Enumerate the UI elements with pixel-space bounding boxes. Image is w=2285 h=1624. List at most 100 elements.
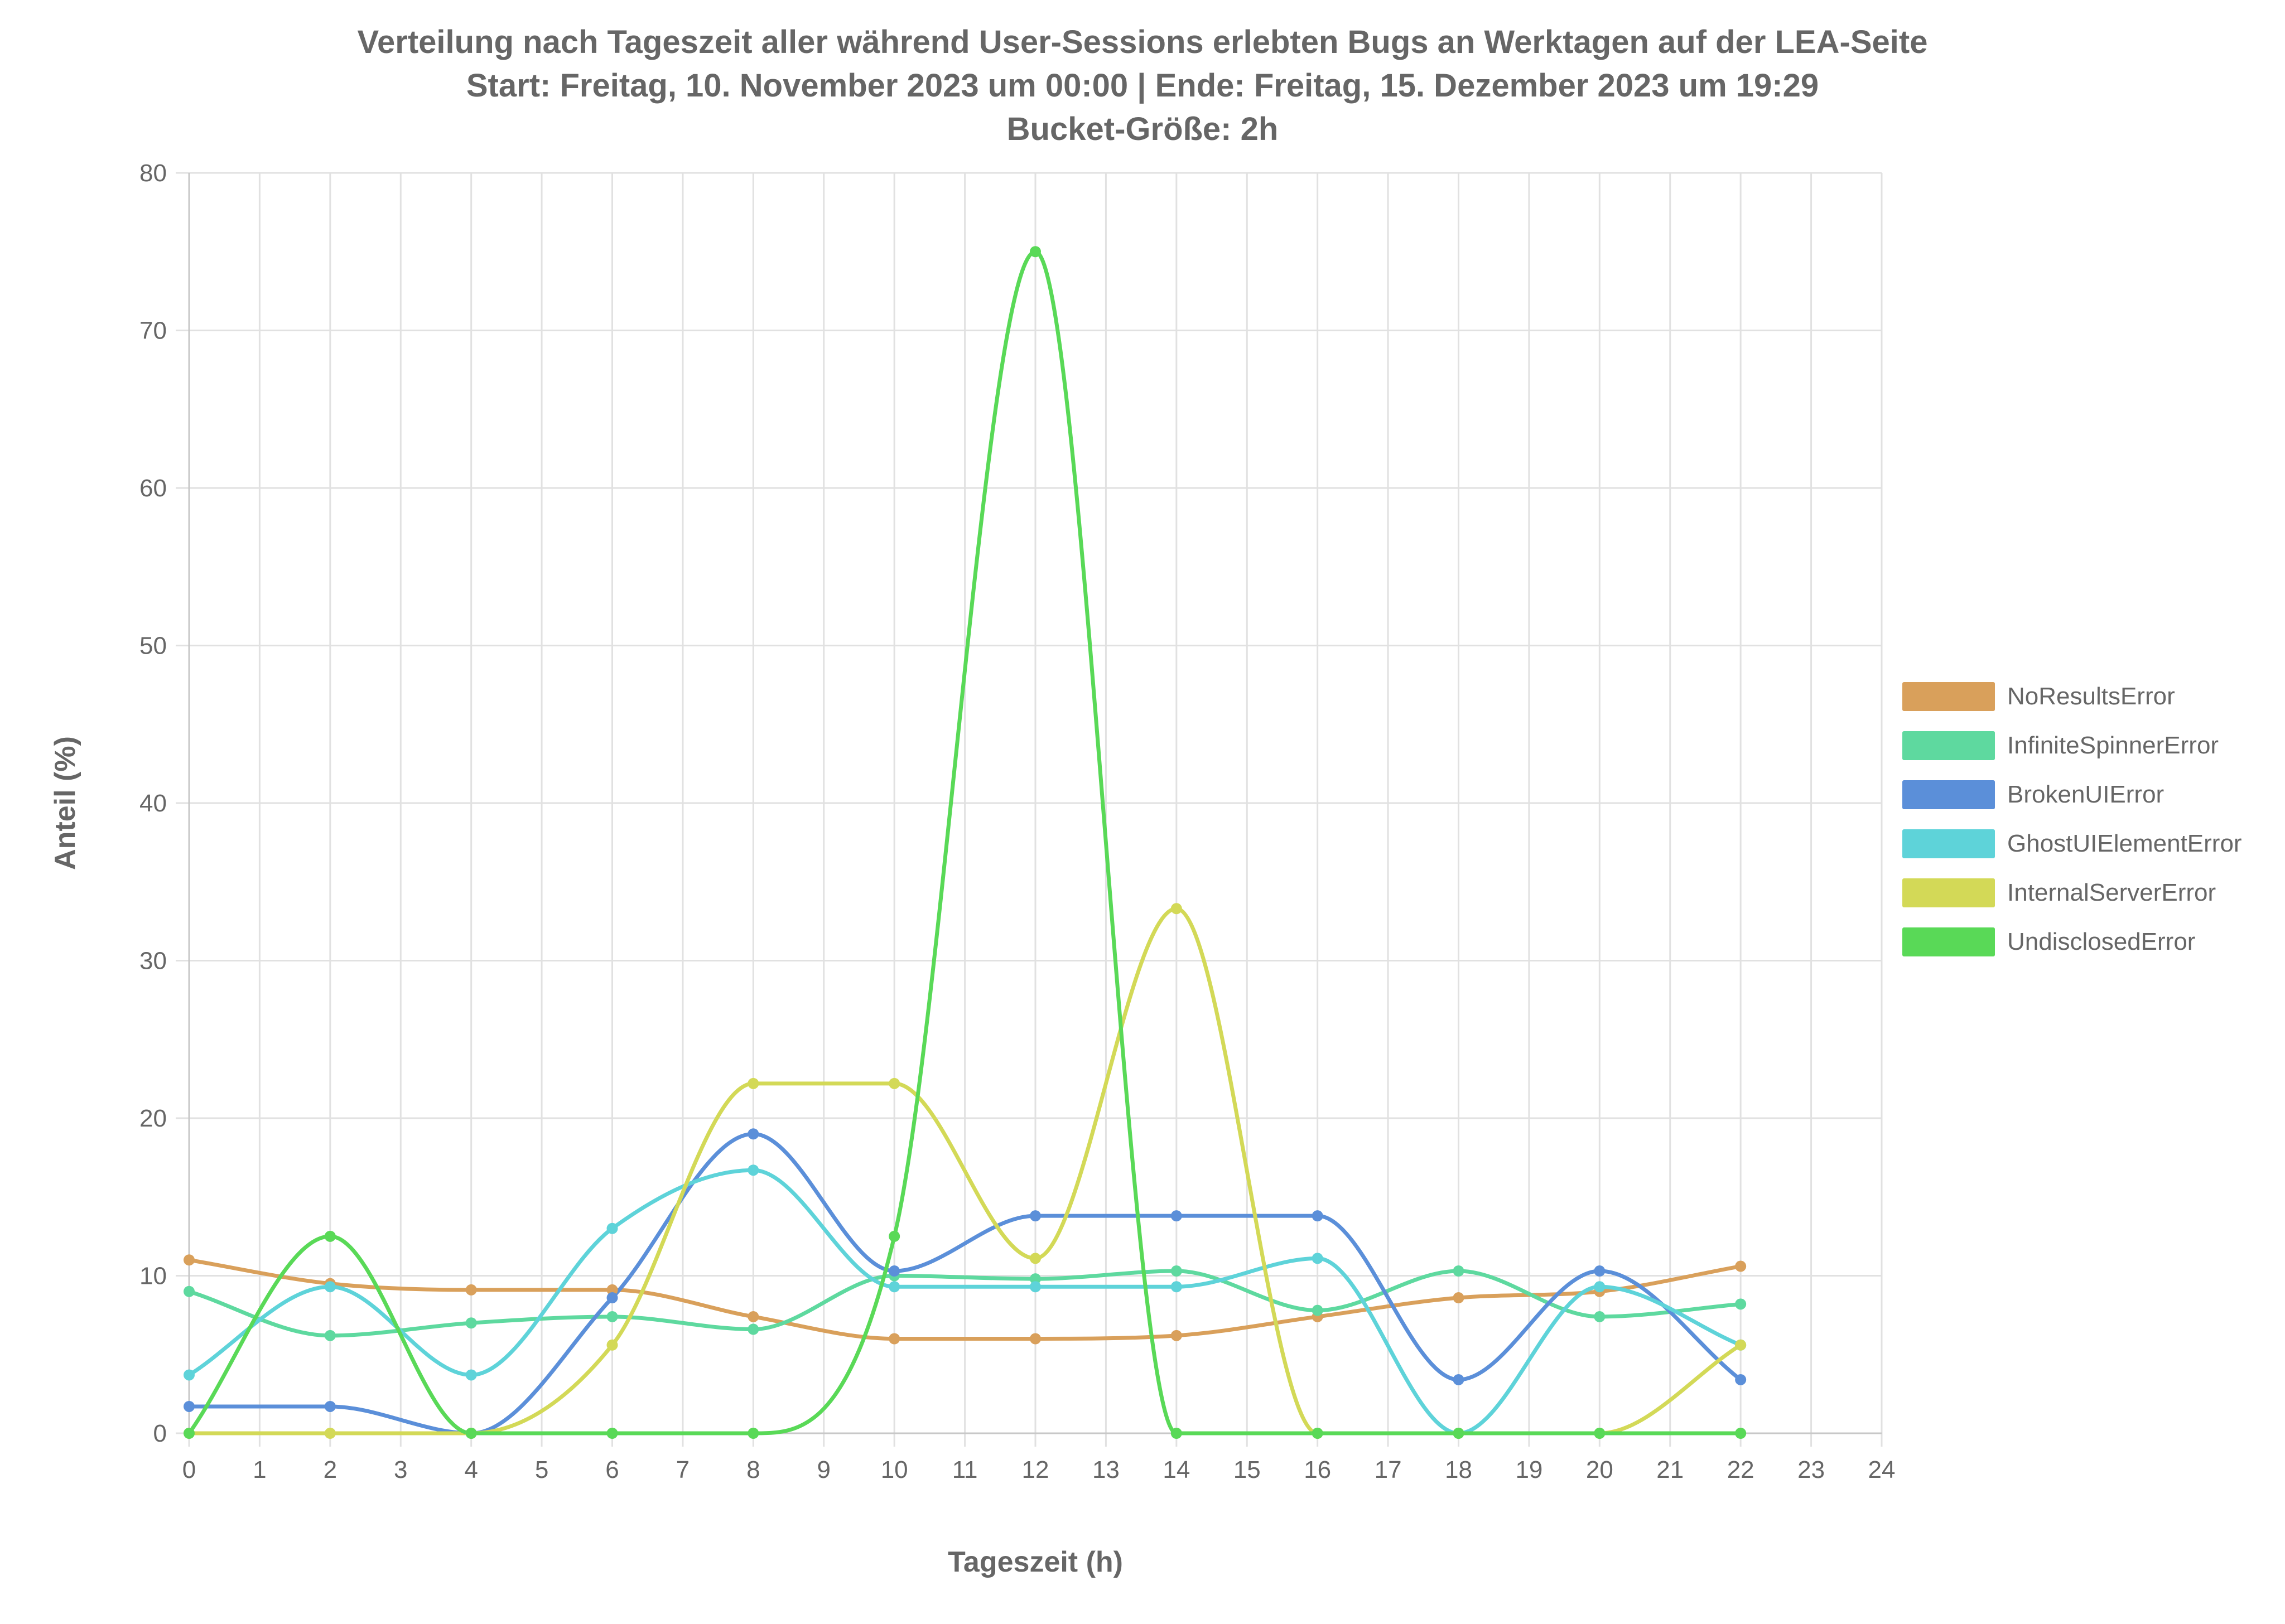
data-point-NoResultsError[interactable] (606, 1284, 618, 1296)
data-point-InternalServerError[interactable] (748, 1077, 759, 1089)
data-point-InfiniteSpinnerError[interactable] (184, 1285, 195, 1297)
data-point-NoResultsError[interactable] (1170, 1330, 1182, 1341)
data-point-GhostUIElementError[interactable] (748, 1164, 759, 1176)
data-point-GhostUIElementError[interactable] (1170, 1281, 1182, 1293)
data-point-InfiniteSpinnerError[interactable] (1170, 1265, 1182, 1277)
data-point-NoResultsError[interactable] (184, 1254, 195, 1266)
data-point-InfiniteSpinnerError[interactable] (465, 1317, 477, 1329)
data-point-UndisclosedError[interactable] (1170, 1428, 1182, 1439)
legend-item-NoResultsError[interactable]: NoResultsError (1902, 672, 2242, 721)
x-tick-label: 3 (394, 1456, 407, 1483)
legend-item-UndisclosedError[interactable]: UndisclosedError (1902, 917, 2242, 966)
legend-item-InternalServerError[interactable]: InternalServerError (1902, 868, 2242, 917)
data-point-UndisclosedError[interactable] (889, 1230, 900, 1242)
data-point-BrokenUIError[interactable] (184, 1400, 195, 1412)
data-point-BrokenUIError[interactable] (324, 1400, 336, 1412)
data-point-InternalServerError[interactable] (1170, 903, 1182, 915)
data-point-InternalServerError[interactable] (606, 1339, 618, 1351)
data-point-UndisclosedError[interactable] (1312, 1428, 1323, 1439)
data-point-UndisclosedError[interactable] (748, 1428, 759, 1439)
data-point-InfiniteSpinnerError[interactable] (324, 1330, 336, 1341)
y-axis-title: Anteil (%) (49, 736, 81, 870)
data-point-BrokenUIError[interactable] (1312, 1210, 1323, 1222)
data-point-InfiniteSpinnerError[interactable] (1453, 1265, 1464, 1277)
data-point-GhostUIElementError[interactable] (889, 1281, 900, 1293)
legend-swatch (1902, 878, 1995, 907)
data-point-BrokenUIError[interactable] (748, 1128, 759, 1140)
data-point-InternalServerError[interactable] (1735, 1339, 1747, 1351)
series-line-UndisclosedError (187, 249, 1743, 1436)
data-point-NoResultsError[interactable] (889, 1333, 900, 1345)
data-point-GhostUIElementError[interactable] (184, 1369, 195, 1381)
data-point-InfiniteSpinnerError[interactable] (606, 1311, 618, 1322)
data-point-InfiniteSpinnerError[interactable] (1594, 1311, 1606, 1322)
data-point-NoResultsError[interactable] (465, 1284, 477, 1296)
data-point-InternalServerError[interactable] (889, 1077, 900, 1089)
x-tick-label: 24 (1868, 1456, 1896, 1483)
y-tick-label: 80 (139, 160, 167, 187)
legend-label: UndisclosedError (2007, 928, 2196, 955)
data-point-InfiniteSpinnerError[interactable] (1312, 1304, 1323, 1316)
data-point-GhostUIElementError[interactable] (1312, 1253, 1323, 1264)
x-tick-label: 18 (1445, 1456, 1472, 1483)
chart-subtitle-range: Start: Freitag, 10. November 2023 um 00:… (466, 67, 1819, 104)
data-point-BrokenUIError[interactable] (1735, 1374, 1747, 1385)
y-tick-label: 50 (139, 632, 167, 660)
y-tick-label: 20 (139, 1105, 167, 1132)
data-point-NoResultsError[interactable] (748, 1311, 759, 1322)
x-tick-label: 4 (464, 1456, 478, 1483)
legend-swatch (1902, 927, 1995, 956)
data-point-InternalServerError[interactable] (324, 1428, 336, 1439)
data-point-GhostUIElementError[interactable] (465, 1369, 477, 1381)
y-tick-label: 30 (139, 948, 167, 975)
data-point-UndisclosedError[interactable] (1735, 1428, 1747, 1439)
x-tick-label: 22 (1727, 1456, 1754, 1483)
data-point-BrokenUIError[interactable] (1594, 1265, 1606, 1277)
x-tick-label: 5 (535, 1456, 548, 1483)
x-tick-label: 17 (1375, 1456, 1402, 1483)
data-point-BrokenUIError[interactable] (889, 1265, 900, 1277)
data-point-InfiniteSpinnerError[interactable] (748, 1323, 759, 1335)
data-point-InfiniteSpinnerError[interactable] (1030, 1273, 1041, 1285)
series-line-NoResultsError (187, 1258, 1743, 1341)
series-line-GhostUIElementError (187, 1168, 1743, 1436)
data-point-GhostUIElementError[interactable] (1594, 1281, 1606, 1293)
data-point-BrokenUIError[interactable] (1170, 1210, 1182, 1222)
legend-swatch (1902, 731, 1995, 760)
axes: 0 1 2 3 4 5 6 7 8 9 10 11 12 13 14 15 16 17 18 19 20 21 22 23 24… (139, 160, 1895, 1483)
data-point-UndisclosedError[interactable] (606, 1428, 618, 1439)
x-tick-label: 6 (605, 1456, 619, 1483)
data-point-GhostUIElementError[interactable] (1030, 1281, 1041, 1293)
x-tick-label: 1 (253, 1456, 266, 1483)
data-point-BrokenUIError[interactable] (606, 1292, 618, 1304)
data-point-UndisclosedError[interactable] (184, 1428, 195, 1439)
legend-item-GhostUIElementError[interactable]: GhostUIElementError (1902, 819, 2242, 868)
data-point-UndisclosedError[interactable] (1453, 1428, 1464, 1439)
x-tick-label: 7 (676, 1456, 690, 1483)
data-point-InternalServerError[interactable] (1030, 1253, 1041, 1264)
x-tick-label: 8 (746, 1456, 760, 1483)
legend-swatch (1902, 682, 1995, 711)
data-point-NoResultsError[interactable] (1453, 1292, 1464, 1304)
data-point-GhostUIElementError[interactable] (324, 1281, 336, 1293)
x-tick-label: 15 (1233, 1456, 1261, 1483)
data-point-UndisclosedError[interactable] (1594, 1428, 1606, 1439)
legend-swatch (1902, 780, 1995, 809)
data-point-UndisclosedError[interactable] (324, 1230, 336, 1242)
data-point-NoResultsError[interactable] (1735, 1260, 1747, 1272)
legend-item-InfiniteSpinnerError[interactable]: InfiniteSpinnerError (1902, 721, 2242, 770)
y-tick-label: 70 (139, 317, 167, 345)
y-tick-label: 10 (139, 1263, 167, 1290)
x-axis-title: Tageszeit (h) (948, 1546, 1123, 1578)
data-point-UndisclosedError[interactable] (1030, 246, 1041, 258)
data-point-BrokenUIError[interactable] (1453, 1374, 1464, 1385)
data-point-UndisclosedError[interactable] (465, 1428, 477, 1439)
x-tick-label: 2 (324, 1456, 337, 1483)
legend-item-BrokenUIError[interactable]: BrokenUIError (1902, 770, 2242, 819)
data-point-NoResultsError[interactable] (1030, 1333, 1041, 1345)
data-point-GhostUIElementError[interactable] (606, 1222, 618, 1234)
data-point-InfiniteSpinnerError[interactable] (1735, 1298, 1747, 1310)
data-point-BrokenUIError[interactable] (1030, 1210, 1041, 1222)
